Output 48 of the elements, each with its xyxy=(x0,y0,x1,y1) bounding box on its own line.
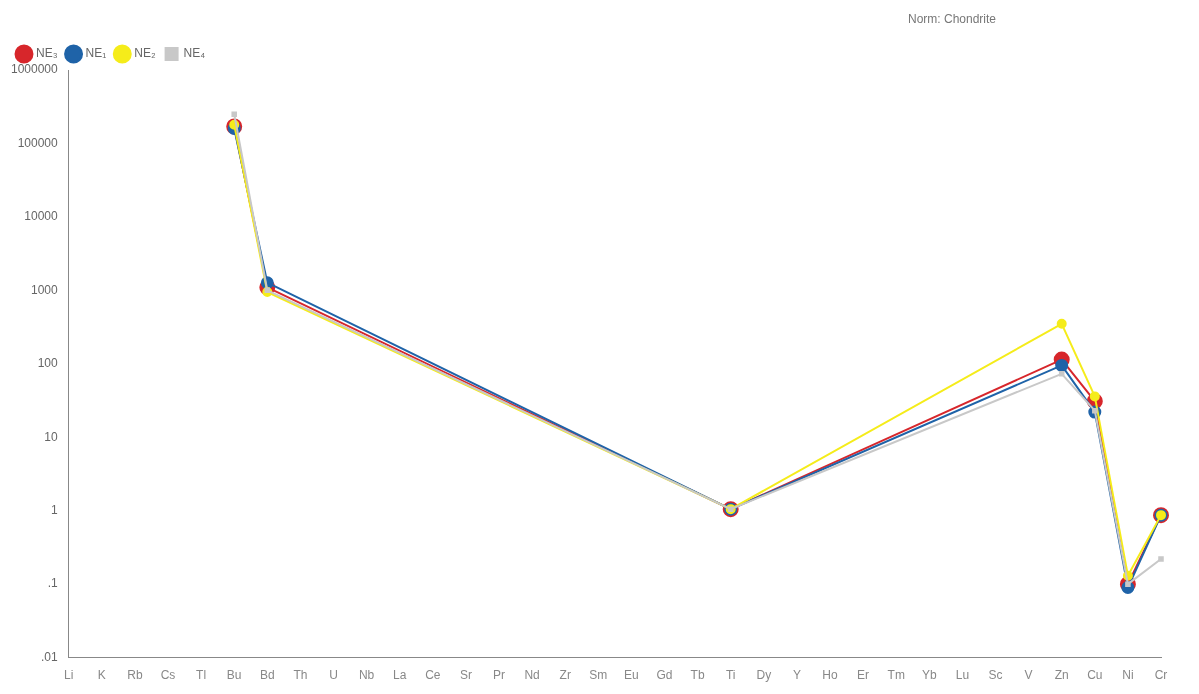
x-tick-label: Nb xyxy=(358,668,375,683)
x-tick-label: Cu xyxy=(1087,668,1103,683)
x-tick-label: Tb xyxy=(690,668,705,683)
y-tick-label: .01 xyxy=(41,649,59,664)
x-tick-label: Rb xyxy=(127,668,143,683)
x-tick-label: Tl xyxy=(196,668,207,683)
legend-label: NE₂ xyxy=(134,46,156,61)
x-tick-label: Ni xyxy=(1122,668,1134,683)
x-tick-label: Nd xyxy=(524,668,540,683)
x-tick-label: Bd xyxy=(259,668,275,683)
x-tick-label: Cr xyxy=(1154,668,1168,683)
x-tick-label: Y xyxy=(792,668,801,683)
x-tick-label: Th xyxy=(293,668,308,683)
x-tick-label: Li xyxy=(64,668,74,683)
x-tick-label: Ce xyxy=(425,668,441,683)
y-tick-label: 1000000 xyxy=(11,62,59,77)
x-tick-label: Cs xyxy=(160,668,176,683)
y-tick-label: 10000 xyxy=(24,209,59,224)
x-tick-label: K xyxy=(97,668,106,683)
x-tick-label: Ti xyxy=(725,668,736,683)
x-tick-label: Dy xyxy=(756,668,772,683)
y-tick-label: .1 xyxy=(47,576,59,591)
x-tick-label: Yb xyxy=(921,668,937,683)
legend-label: NE₃ xyxy=(36,46,58,61)
y-tick-label: 1 xyxy=(51,503,59,518)
x-tick-label: Lu xyxy=(955,668,970,683)
y-tick-label: 1000 xyxy=(31,282,59,297)
y-tick-label: 10 xyxy=(44,429,59,444)
x-tick-label: Zr xyxy=(559,668,571,683)
x-tick-label: U xyxy=(329,668,338,683)
x-tick-label: Gd xyxy=(656,668,673,683)
text: Norm: Chondrite xyxy=(908,12,997,26)
x-tick-label: Tm xyxy=(887,668,905,683)
x-tick-label: Ho xyxy=(822,668,838,683)
x-tick-label: V xyxy=(1024,668,1033,683)
x-tick-label: Eu xyxy=(624,668,639,683)
x-tick-label: Sr xyxy=(459,668,472,683)
x-tick-label: Zn xyxy=(1054,668,1069,683)
y-tick-label: 100 xyxy=(37,356,59,371)
y-tick-label: 100000 xyxy=(17,135,59,150)
x-tick-label: Pr xyxy=(493,668,506,683)
x-tick-label: La xyxy=(393,668,407,683)
x-tick-label: Bu xyxy=(226,668,242,683)
legend-label: NE₁ xyxy=(85,46,107,61)
x-tick-label: Sc xyxy=(988,668,1003,683)
legend-label: NE₄ xyxy=(183,46,206,61)
x-tick-label: Sm xyxy=(589,668,608,683)
x-tick-label: Er xyxy=(857,668,870,683)
